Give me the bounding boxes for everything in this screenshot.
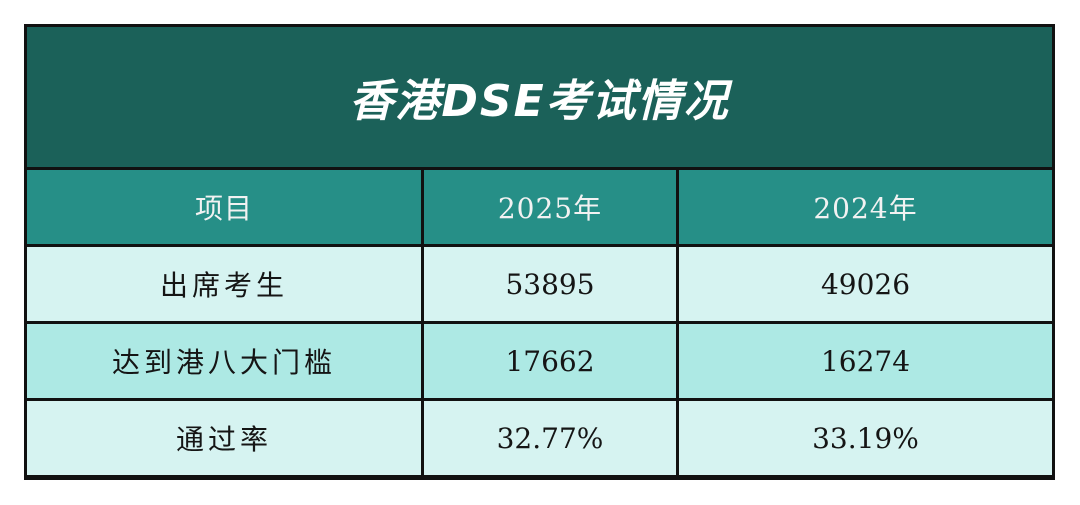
row-label-threshold: 达到港八大门槛 [27,324,421,398]
header-2024: 2024年 [679,170,1052,244]
cell-pass-rate-2025: 32.77% [424,401,676,475]
table-title: 香港DSE考试情况 [27,27,1052,167]
cell-attendees-2024: 49026 [679,247,1052,321]
row-label-pass-rate: 通过率 [27,401,421,475]
cell-threshold-2024: 16274 [679,324,1052,398]
table-grid: 项目 2025年 2024年 出席考生 53895 49026 达到港八大门槛 … [27,170,1052,475]
row-label-attendees: 出席考生 [27,247,421,321]
header-2025: 2025年 [424,170,676,244]
exam-stats-table: 香港DSE考试情况 项目 2025年 2024年 出席考生 53895 4902… [24,24,1055,480]
cell-attendees-2025: 53895 [424,247,676,321]
cell-pass-rate-2024: 33.19% [679,401,1052,475]
cell-threshold-2025: 17662 [424,324,676,398]
header-item: 项目 [27,170,421,244]
